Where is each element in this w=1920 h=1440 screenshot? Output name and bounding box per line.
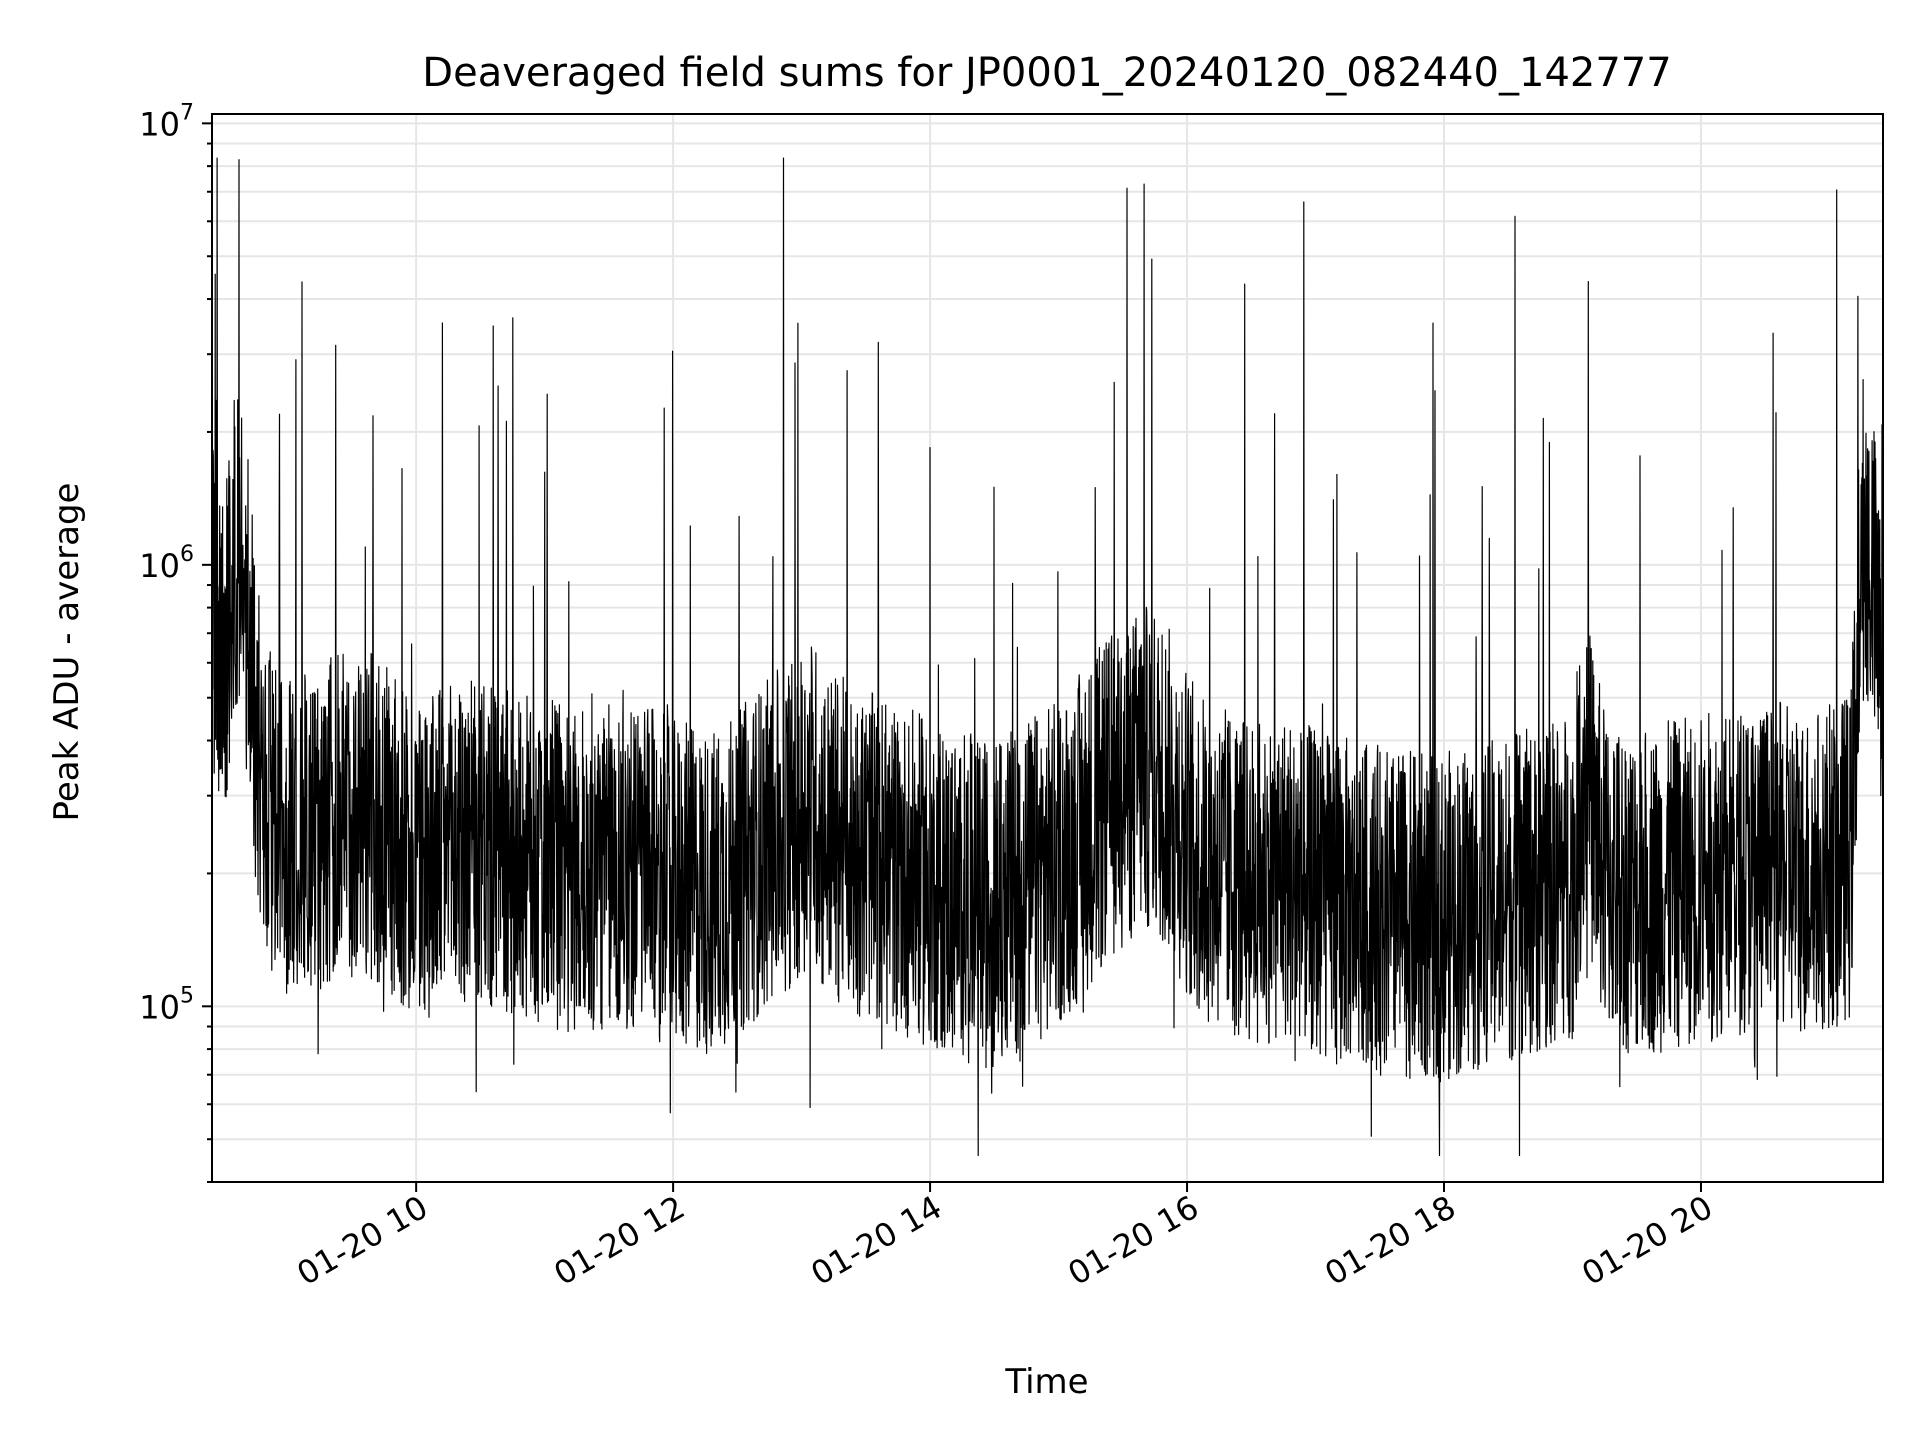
series-line (211, 157, 1884, 1157)
plot-frame (211, 113, 1884, 1183)
grid-lines (212, 114, 1883, 1183)
y-tick-label: 106 (139, 542, 194, 585)
series-layer (211, 157, 1884, 1157)
x-axis-label: Time (1004, 1362, 1088, 1402)
chart-title: Deaveraged field sums for JP0001_2024012… (422, 50, 1671, 96)
y-tick-label: 105 (139, 983, 194, 1026)
y-tick-label: 107 (139, 100, 194, 143)
y-axis-label: Peak ADU - average (47, 483, 87, 822)
